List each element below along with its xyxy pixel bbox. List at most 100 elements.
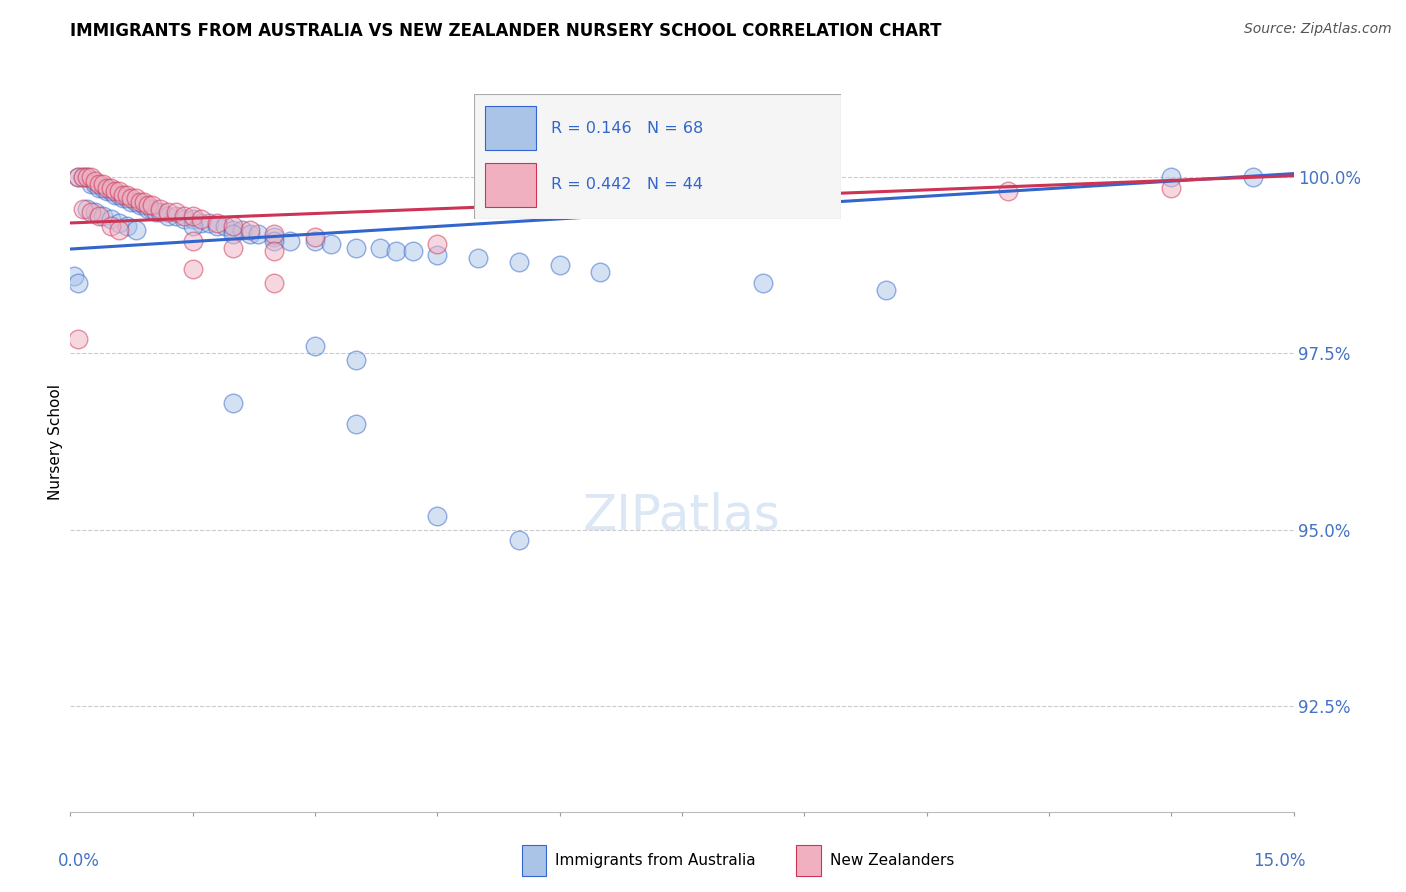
Point [108, 216, 131, 230]
Point [222, 223, 245, 237]
Point [72, 202, 94, 216]
Point [87, 177, 110, 191]
Point [181, 234, 204, 248]
Bar [485, 106, 536, 150]
Point [104, 187, 127, 202]
Point [132, 198, 155, 212]
Point [368, 241, 391, 255]
Point [104, 184, 127, 198]
Point [124, 194, 146, 209]
Point [1160, 180, 1182, 194]
Point [402, 244, 425, 259]
Point [508, 254, 530, 268]
Point [76, 170, 98, 185]
Text: New Zealanders: New Zealanders [830, 854, 953, 868]
Point [83, 177, 105, 191]
Text: R = 0.442   N = 44: R = 0.442 N = 44 [551, 178, 703, 193]
Point [128, 198, 150, 212]
Point [205, 219, 228, 234]
Point [222, 396, 245, 410]
Point [263, 227, 285, 241]
Point [67, 276, 90, 290]
Point [190, 212, 212, 227]
Point [231, 223, 253, 237]
Point [132, 194, 155, 209]
Point [72, 170, 94, 185]
Point [96, 180, 118, 194]
Point [263, 276, 285, 290]
Point [1160, 170, 1182, 185]
Text: Source: ZipAtlas.com: Source: ZipAtlas.com [1244, 22, 1392, 37]
Point [190, 216, 212, 230]
Point [149, 202, 172, 216]
Point [149, 205, 172, 219]
Point [63, 268, 86, 283]
Point [124, 191, 146, 205]
Point [548, 258, 571, 272]
Point [128, 194, 150, 209]
Point [222, 227, 245, 241]
Point [344, 353, 367, 368]
Point [91, 177, 114, 191]
Point [141, 198, 163, 212]
Point [124, 223, 146, 237]
Point [83, 205, 105, 219]
Point [263, 234, 285, 248]
Point [875, 283, 897, 297]
Point [121, 191, 143, 205]
Point [83, 174, 105, 188]
Point [165, 209, 187, 223]
Point [157, 209, 180, 223]
Point [222, 241, 245, 255]
Y-axis label: Nursery School: Nursery School [48, 384, 63, 500]
Point [136, 202, 159, 216]
Point [173, 212, 195, 227]
Point [91, 209, 114, 223]
Point [181, 219, 204, 234]
Text: 15.0%: 15.0% [1253, 853, 1306, 871]
Point [67, 170, 90, 185]
Point [304, 230, 326, 244]
Point [96, 184, 118, 198]
Point [280, 234, 302, 248]
Point [165, 205, 187, 219]
Point [214, 219, 236, 234]
FancyBboxPatch shape [474, 94, 841, 219]
Point [76, 202, 98, 216]
Point [79, 170, 103, 185]
Text: R = 0.146   N = 68: R = 0.146 N = 68 [551, 120, 703, 136]
Point [79, 177, 103, 191]
Point [263, 244, 285, 259]
Point [385, 244, 408, 259]
Point [198, 216, 221, 230]
Point [426, 248, 449, 262]
Point [173, 209, 195, 223]
Point [100, 212, 122, 227]
Point [117, 187, 139, 202]
Point [426, 508, 449, 523]
Point [100, 184, 122, 198]
Point [91, 180, 114, 194]
Text: Immigrants from Australia: Immigrants from Australia [555, 854, 756, 868]
Point [67, 170, 90, 185]
Point [79, 205, 103, 219]
Point [752, 276, 775, 290]
Point [145, 205, 167, 219]
Point [76, 170, 98, 185]
Point [108, 184, 131, 198]
Point [239, 223, 262, 237]
Point [997, 184, 1019, 198]
Point [72, 170, 94, 185]
Point [112, 191, 135, 205]
Point [136, 198, 159, 212]
Text: ZIPatlas: ZIPatlas [583, 491, 780, 540]
Point [181, 212, 204, 227]
Point [426, 237, 449, 252]
Point [467, 251, 489, 265]
Point [108, 187, 131, 202]
Point [108, 223, 131, 237]
Bar [485, 163, 536, 207]
Point [181, 261, 204, 276]
Point [304, 339, 326, 353]
Text: IMMIGRANTS FROM AUSTRALIA VS NEW ZEALANDER NURSERY SCHOOL CORRELATION CHART: IMMIGRANTS FROM AUSTRALIA VS NEW ZEALAND… [70, 22, 942, 40]
